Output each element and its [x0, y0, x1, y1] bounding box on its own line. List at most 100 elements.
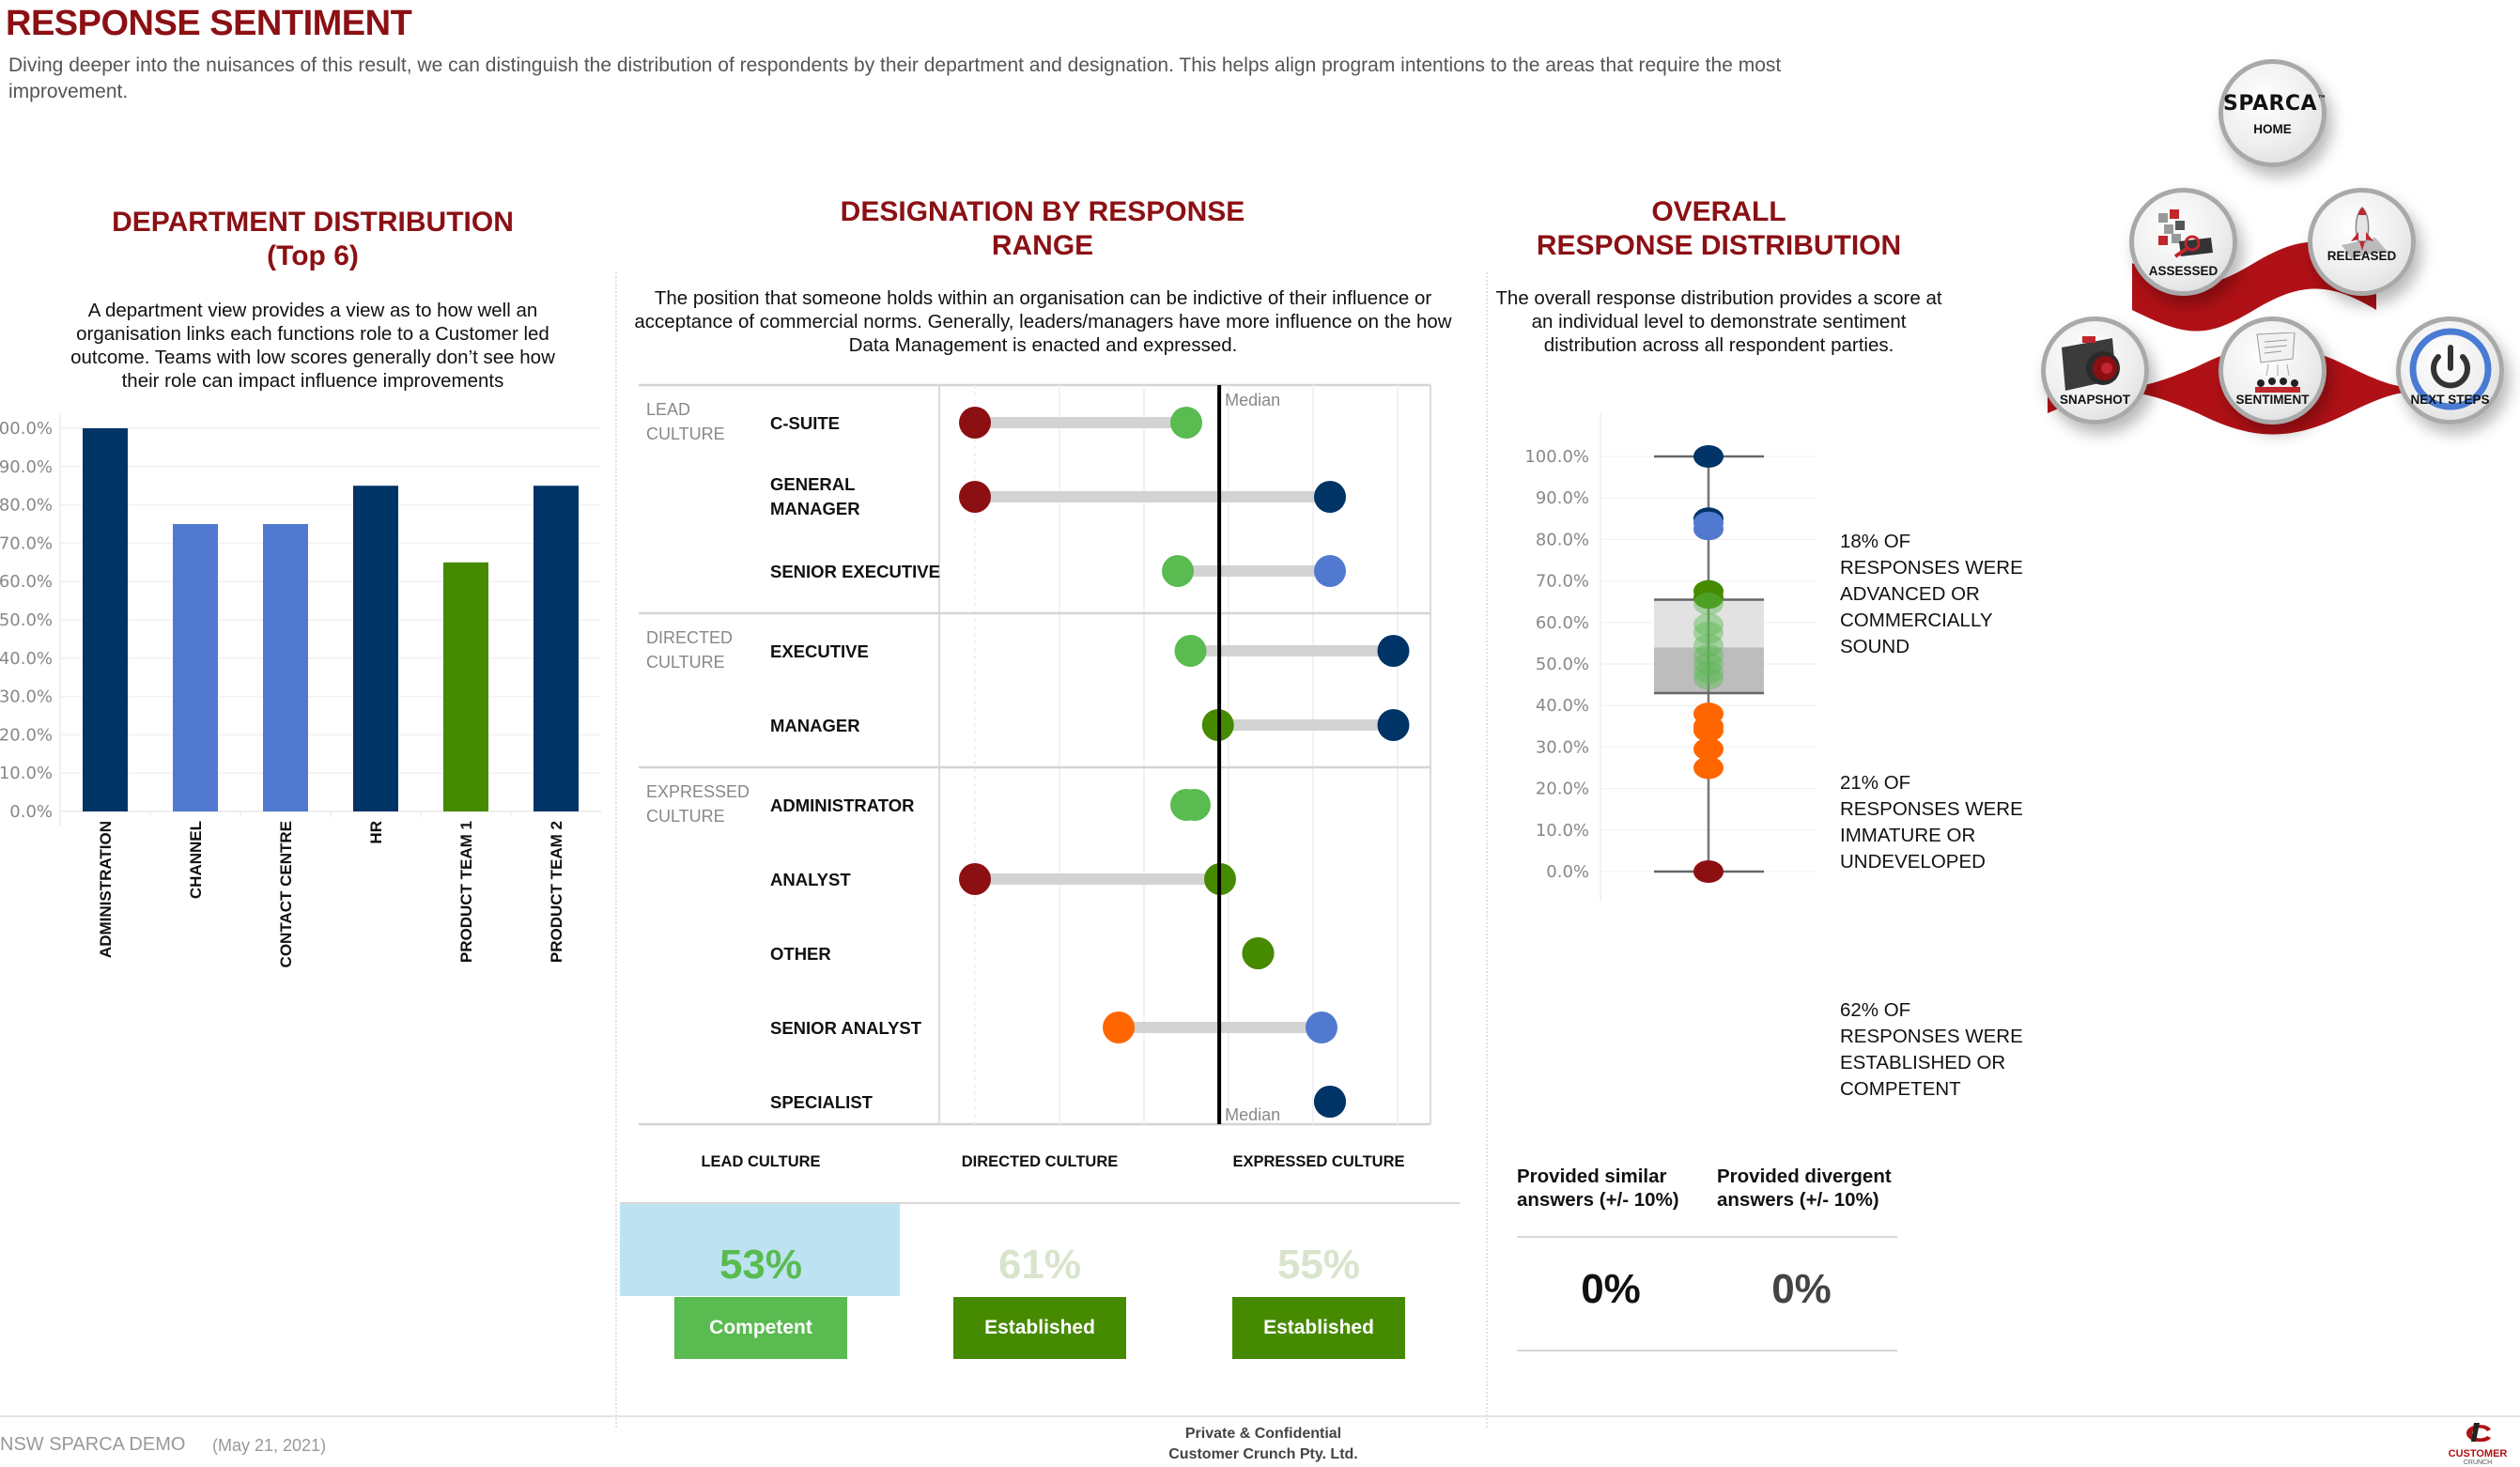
max-dot[interactable] — [1179, 789, 1211, 821]
department-bar-chart: 0.0% 10.0% 20.0% 30.0% 40.0% 50.0% 60.0% 70.0% 8… — [0, 413, 601, 967]
max-dot[interactable] — [1314, 1086, 1346, 1118]
bar-hr[interactable] — [353, 486, 398, 811]
culture-score-value[interactable]: 61% — [997, 1242, 1082, 1288]
nav-released-button[interactable]: RELEASED — [2308, 188, 2416, 296]
rocket-icon — [2312, 204, 2411, 265]
response-point[interactable] — [1693, 737, 1724, 761]
x-category-label: CONTACT CENTRE — [277, 821, 295, 967]
designation-title-line2: RANGE — [991, 230, 1094, 261]
row-label: ANALYST — [770, 870, 851, 889]
y-tick-label: 10.0% — [0, 764, 53, 783]
nav-next-steps-button[interactable]: NEXT STEPS — [2396, 317, 2504, 425]
y-tick-label: 20.0% — [0, 725, 53, 745]
max-dot[interactable] — [1377, 709, 1410, 741]
department-description: A department view provides a view as to … — [70, 300, 555, 392]
bar-product-team-2[interactable] — [533, 486, 579, 811]
response-point[interactable] — [1693, 592, 1724, 615]
page-description: Diving deeper into the nuisances of this… — [8, 54, 1782, 102]
culture-score-value[interactable]: 55% — [1276, 1242, 1361, 1288]
designation-title-line1: DESIGNATION BY RESPONSE — [840, 196, 1245, 227]
power-icon — [2401, 327, 2499, 416]
row-label: C-SUITE — [770, 413, 840, 433]
y-tick-label: 50.0% — [0, 610, 53, 630]
y-tick-label: 90.0% — [0, 457, 53, 477]
culture-rating-badge[interactable]: Established — [953, 1297, 1126, 1359]
response-point[interactable] — [1693, 860, 1724, 883]
max-dot[interactable] — [1242, 937, 1275, 969]
response-point[interactable] — [1693, 613, 1724, 637]
bar-product-team-1[interactable] — [443, 562, 488, 811]
culture-rating-badge[interactable]: Established — [1232, 1297, 1405, 1359]
nav-home-button[interactable]: SPARCA™ HOME — [2219, 59, 2327, 167]
max-dot[interactable] — [1377, 635, 1410, 667]
x-category-label: CHANNEL — [187, 821, 205, 899]
footer-confidential: Private & Confidential Customer Crunch P… — [1127, 1424, 1399, 1465]
logo-subtext: CRUNCH — [2463, 1459, 2493, 1466]
y-tick-label: 90.0% — [1536, 488, 1589, 508]
logo-text: CUSTOMER — [2448, 1448, 2508, 1459]
max-dot[interactable] — [1306, 1011, 1337, 1043]
designation-description: The position that someone holds within a… — [634, 287, 1452, 356]
row-label: OTHER — [770, 944, 831, 964]
response-point[interactable] — [1693, 667, 1724, 690]
y-tick-label: 60.0% — [0, 572, 53, 592]
similar-answers-value: 0% — [1581, 1266, 1641, 1312]
nav-label: SENTIMENT — [2235, 393, 2310, 407]
response-point[interactable] — [1693, 621, 1724, 644]
customer-crunch-logo[interactable]: CUSTOMER CRUNCH — [2440, 1420, 2515, 1466]
selected-card-highlight — [620, 1204, 900, 1296]
column-divider — [615, 272, 617, 1428]
x-category-label: ADMINISTRATION — [97, 821, 115, 958]
group-label: CULTURE — [646, 653, 725, 672]
y-tick-label: 100.0% — [0, 419, 53, 439]
y-tick-label: 40.0% — [1536, 696, 1589, 716]
column-divider — [1486, 272, 1488, 1428]
row-label: GENERAL — [770, 474, 855, 494]
y-tick-label: 40.0% — [0, 649, 53, 669]
response-point[interactable] — [1693, 756, 1724, 780]
response-point[interactable] — [1693, 653, 1724, 675]
min-dot[interactable] — [1174, 635, 1207, 667]
y-tick-label: 100.0% — [1524, 447, 1589, 467]
row-label: MANAGER — [770, 499, 860, 518]
department-title-line1: DEPARTMENT DISTRIBUTION — [112, 207, 514, 238]
min-dot[interactable] — [1162, 555, 1194, 587]
max-dot[interactable] — [1170, 407, 1202, 439]
response-point[interactable] — [1693, 517, 1724, 541]
x-category-label: PRODUCT TEAM 1 — [457, 821, 475, 963]
response-point[interactable] — [1693, 586, 1724, 610]
footer-confidential-line1: Private & Confidential — [1184, 1426, 1342, 1442]
max-dot[interactable] — [1314, 481, 1346, 513]
min-dot[interactable] — [959, 407, 991, 439]
y-tick-label: 70.0% — [0, 533, 53, 553]
nav-sentiment-button[interactable]: SENTIMENT — [2219, 317, 2327, 425]
max-dot[interactable] — [1314, 555, 1346, 587]
footer-divider — [0, 1415, 2520, 1417]
min-dot[interactable] — [959, 863, 991, 895]
x-category-label: HR — [367, 821, 385, 844]
y-tick-label: 80.0% — [1536, 530, 1589, 549]
nav-snapshot-button[interactable]: SNAPSHOT — [2041, 317, 2149, 425]
nav-label: SNAPSHOT — [2059, 393, 2130, 407]
response-point[interactable] — [1693, 634, 1724, 657]
response-point[interactable] — [1693, 660, 1724, 684]
bar-channel[interactable] — [173, 524, 218, 811]
response-point[interactable] — [1693, 644, 1724, 668]
y-tick-label: 50.0% — [1536, 655, 1589, 674]
response-point[interactable] — [1693, 445, 1724, 468]
row-label: EXECUTIVE — [770, 641, 869, 661]
min-dot[interactable] — [1103, 1011, 1135, 1043]
bar-contact-centre[interactable] — [263, 524, 308, 811]
y-tick-label: 30.0% — [0, 687, 53, 707]
bar-administration[interactable] — [83, 428, 128, 811]
response-point[interactable] — [1693, 718, 1724, 742]
culture-rating-badge[interactable]: Competent — [674, 1297, 847, 1359]
row-label: MANAGER — [770, 716, 860, 735]
group-label: CULTURE — [646, 425, 725, 443]
culture-header-lead-culture: LEAD CULTURE — [701, 1153, 821, 1170]
min-dot[interactable] — [959, 481, 991, 513]
nav-assessed-button[interactable]: ASSESSED — [2129, 188, 2237, 296]
culture-score-value[interactable]: 53% — [719, 1242, 803, 1288]
group-label: EXPRESSED — [646, 782, 750, 801]
y-tick-label: 60.0% — [1536, 613, 1589, 633]
